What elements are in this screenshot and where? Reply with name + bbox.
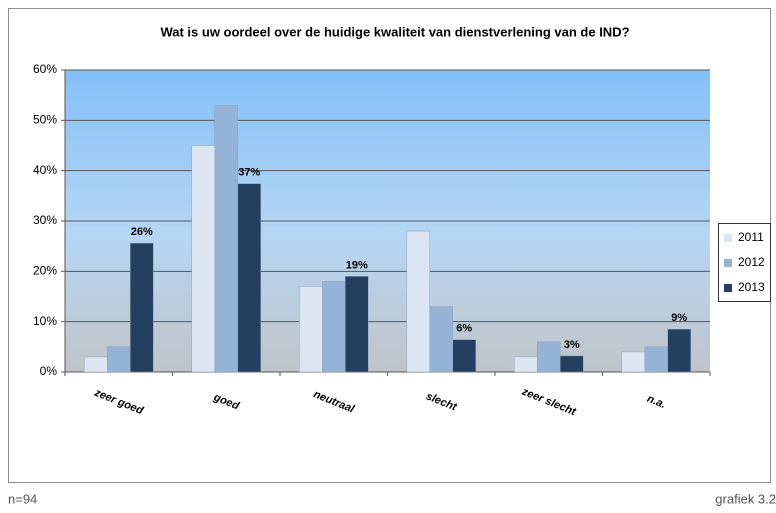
footnote: n=94 (8, 491, 37, 506)
bar (84, 356, 108, 373)
data-label: 26% (131, 226, 153, 238)
bar (214, 104, 238, 373)
bar (621, 351, 645, 373)
chart-number: grafiek 3.2 (715, 491, 776, 506)
data-label: 19% (346, 259, 368, 271)
bar (667, 328, 691, 373)
legend-label: 2012 (738, 255, 765, 269)
data-label: 37% (238, 167, 260, 179)
y-tick-label: 30% (33, 213, 57, 227)
y-tick-label: 50% (33, 113, 57, 127)
bar (560, 355, 584, 373)
y-tick-label: 0% (40, 364, 58, 378)
bar (191, 145, 215, 373)
y-tick-label: 20% (33, 264, 57, 278)
bar (130, 242, 154, 373)
y-tick-label: 10% (33, 314, 57, 328)
legend-swatch (724, 259, 732, 267)
bar (107, 346, 131, 373)
bar (322, 281, 346, 373)
bar (429, 306, 453, 373)
legend-swatch (724, 284, 732, 292)
bar (644, 346, 668, 373)
chart-title: Wat is uw oordeel over de huidige kwalit… (160, 24, 629, 39)
bar (452, 339, 476, 373)
bar (299, 286, 323, 373)
bar (406, 230, 430, 373)
legend-label: 2013 (738, 280, 765, 294)
data-label: 3% (564, 339, 580, 351)
bar (514, 356, 538, 373)
y-tick-label: 40% (33, 163, 57, 177)
bar (345, 276, 369, 373)
legend-swatch (724, 234, 732, 242)
legend-label: 2011 (738, 230, 764, 244)
data-label: 6% (456, 323, 472, 335)
data-label: 9% (671, 312, 687, 324)
bar (237, 183, 261, 373)
y-tick-label: 60% (33, 62, 57, 76)
bar (537, 341, 561, 373)
